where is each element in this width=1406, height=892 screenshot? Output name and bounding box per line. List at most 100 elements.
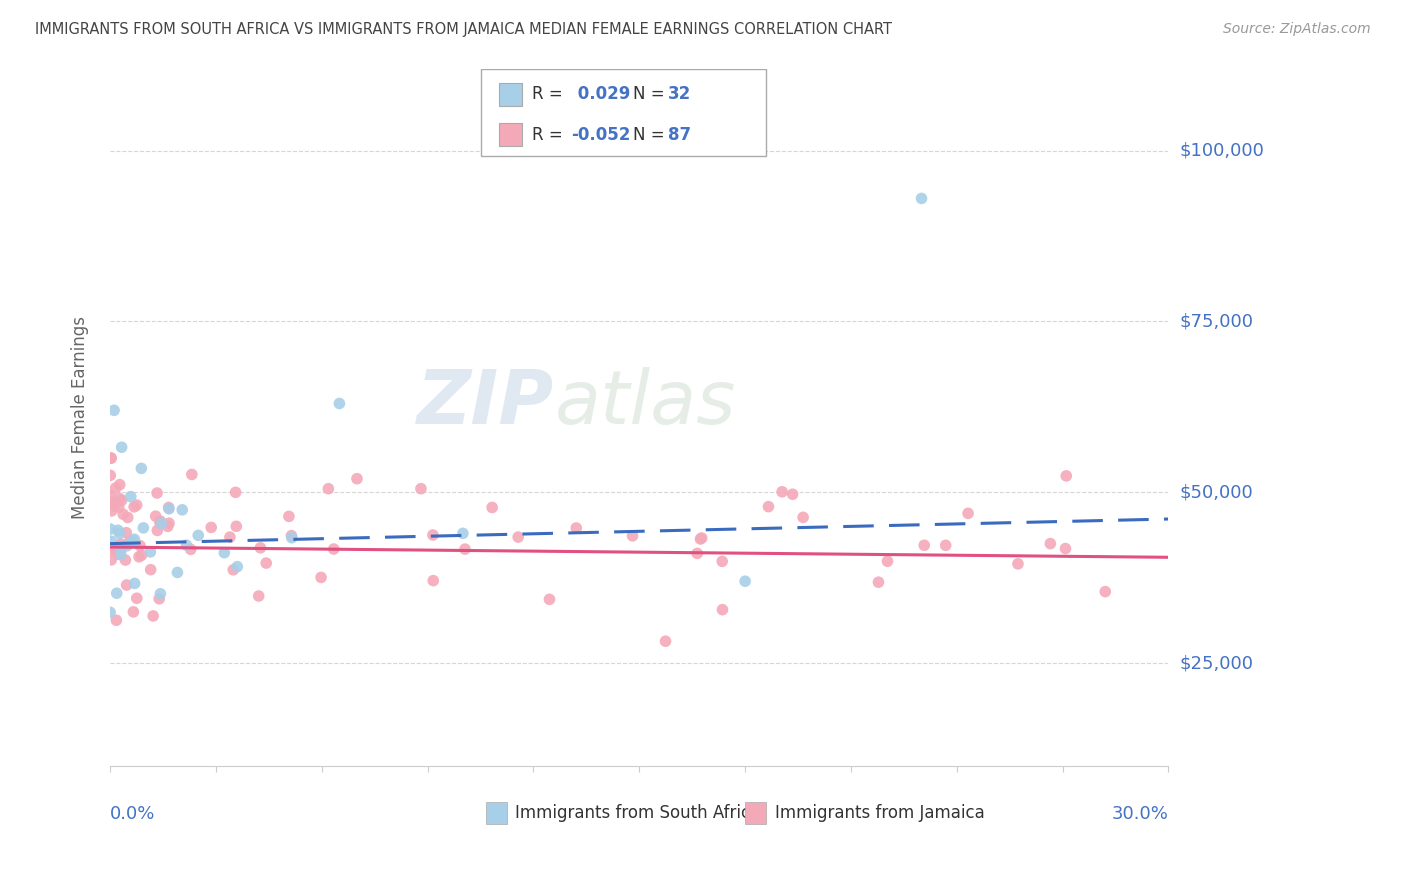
- Point: [114, 553, 136, 567]
- Point: [149, 514, 172, 528]
- Text: R =: R =: [533, 86, 568, 103]
- Point: [792, 510, 814, 524]
- FancyBboxPatch shape: [499, 123, 522, 145]
- Point: [225, 485, 247, 500]
- Point: [103, 499, 125, 513]
- Point: [100, 553, 122, 567]
- Point: [103, 542, 125, 557]
- Point: [121, 533, 143, 548]
- Point: [111, 440, 134, 454]
- Point: [226, 559, 249, 574]
- Text: 0.029: 0.029: [571, 86, 630, 103]
- Point: [1039, 536, 1062, 550]
- Point: [108, 477, 131, 491]
- Text: 30.0%: 30.0%: [1112, 805, 1168, 822]
- Point: [129, 539, 152, 553]
- Point: [103, 403, 125, 417]
- Point: [200, 520, 222, 534]
- Point: [115, 525, 138, 540]
- Point: [139, 545, 162, 559]
- Point: [104, 481, 127, 495]
- Point: [166, 566, 188, 580]
- Point: [120, 490, 142, 504]
- Point: [711, 554, 734, 568]
- Point: [935, 538, 957, 552]
- Point: [100, 534, 122, 549]
- Point: [108, 526, 131, 541]
- Point: [538, 592, 561, 607]
- Point: [187, 528, 209, 542]
- Point: [149, 587, 172, 601]
- Text: $100,000: $100,000: [1180, 142, 1264, 160]
- Point: [103, 541, 125, 555]
- Text: N =: N =: [633, 86, 669, 103]
- Text: ZIP: ZIP: [418, 367, 554, 440]
- Point: [309, 570, 332, 584]
- FancyBboxPatch shape: [499, 83, 522, 105]
- Point: [249, 541, 271, 555]
- Point: [98, 489, 121, 503]
- Point: [422, 528, 444, 542]
- Point: [111, 541, 134, 556]
- Point: [782, 487, 804, 501]
- Point: [346, 472, 368, 486]
- Point: [122, 500, 145, 514]
- Point: [105, 613, 128, 627]
- Point: [157, 500, 180, 515]
- Point: [621, 529, 644, 543]
- Text: Source: ZipAtlas.com: Source: ZipAtlas.com: [1223, 22, 1371, 37]
- Point: [146, 524, 169, 538]
- Point: [115, 578, 138, 592]
- Point: [124, 533, 146, 547]
- Point: [176, 538, 198, 552]
- Point: [142, 609, 165, 624]
- Text: Immigrants from South Africa: Immigrants from South Africa: [516, 805, 761, 822]
- Point: [322, 542, 344, 557]
- Point: [122, 605, 145, 619]
- Text: -0.052: -0.052: [571, 126, 631, 144]
- Point: [125, 498, 148, 512]
- Text: R =: R =: [533, 126, 568, 144]
- Point: [172, 503, 194, 517]
- Point: [111, 493, 134, 508]
- Point: [1054, 469, 1077, 483]
- Point: [108, 491, 131, 506]
- Point: [654, 634, 676, 648]
- Text: $50,000: $50,000: [1180, 483, 1253, 501]
- Point: [149, 516, 172, 530]
- Point: [280, 528, 302, 542]
- FancyBboxPatch shape: [486, 802, 508, 824]
- Point: [690, 531, 713, 545]
- Point: [686, 546, 709, 560]
- Point: [105, 586, 128, 600]
- Point: [770, 484, 793, 499]
- Point: [711, 602, 734, 616]
- Point: [100, 504, 122, 518]
- Point: [868, 575, 890, 590]
- Point: [107, 500, 129, 515]
- Point: [689, 532, 711, 546]
- Point: [1054, 541, 1077, 556]
- Point: [146, 486, 169, 500]
- Point: [101, 495, 124, 509]
- Point: [115, 539, 138, 553]
- Text: IMMIGRANTS FROM SOUTH AFRICA VS IMMIGRANTS FROM JAMAICA MEDIAN FEMALE EARNINGS C: IMMIGRANTS FROM SOUTH AFRICA VS IMMIGRAN…: [35, 22, 893, 37]
- Point: [481, 500, 503, 515]
- Point: [508, 530, 530, 544]
- Point: [131, 549, 153, 563]
- Point: [565, 521, 588, 535]
- FancyBboxPatch shape: [745, 802, 766, 824]
- Point: [131, 461, 153, 475]
- Point: [277, 509, 299, 524]
- Point: [117, 510, 139, 524]
- Point: [454, 542, 477, 557]
- Point: [110, 537, 132, 551]
- Point: [145, 509, 167, 524]
- Text: N =: N =: [633, 126, 669, 144]
- Point: [876, 554, 898, 568]
- Point: [132, 521, 155, 535]
- Point: [219, 530, 242, 544]
- Point: [139, 563, 162, 577]
- Point: [118, 534, 141, 549]
- Point: [280, 531, 302, 545]
